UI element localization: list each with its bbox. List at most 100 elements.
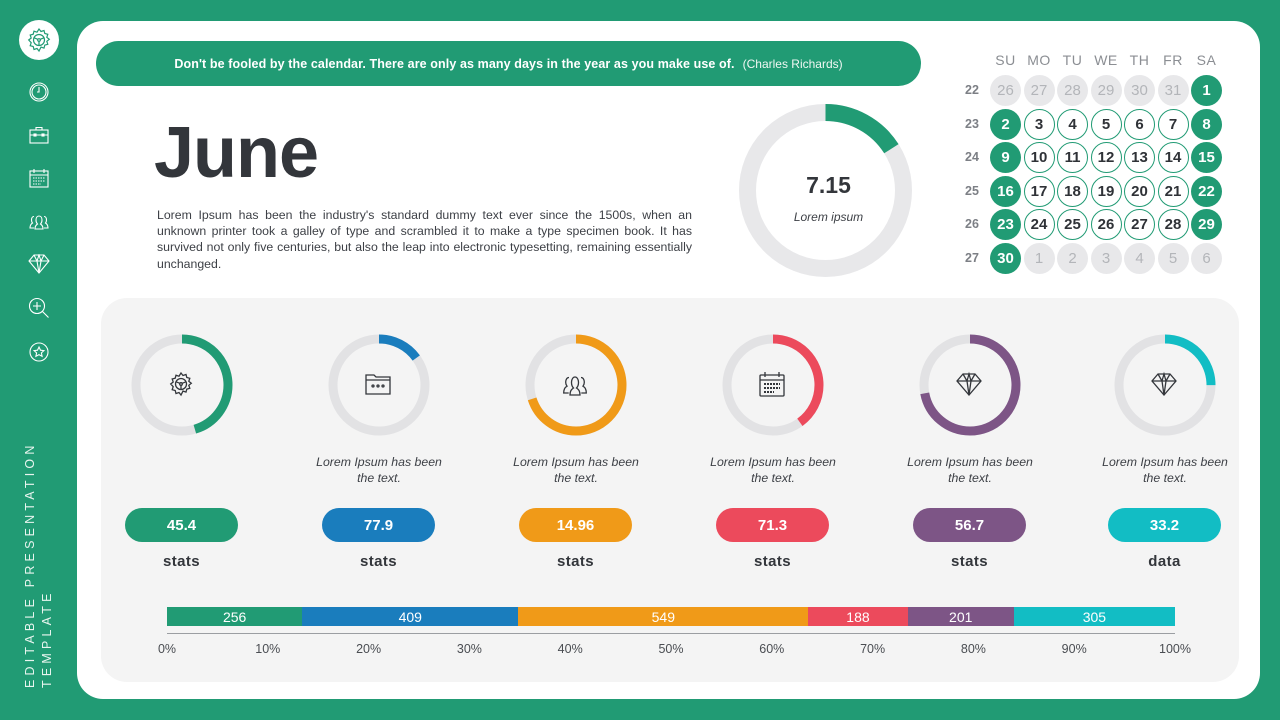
- calendar-week-number: 26: [965, 217, 979, 231]
- calendar-day[interactable]: 15: [1191, 142, 1222, 173]
- calendar-day[interactable]: 5: [1157, 242, 1189, 274]
- calendar-day[interactable]: 14: [1157, 142, 1189, 173]
- calendar-day[interactable]: 9: [990, 142, 1021, 173]
- stat-label: stats: [162, 553, 201, 570]
- x-axis-tick-label: 50%: [658, 642, 684, 656]
- stat-donut-chart: [722, 334, 824, 436]
- calendar-day[interactable]: 11: [1057, 142, 1088, 173]
- calendar-week-number: 22: [965, 83, 979, 97]
- calendar-day[interactable]: 5: [1090, 108, 1122, 140]
- quote-text: Don't be fooled by the calendar. There a…: [174, 56, 735, 71]
- calendar-day[interactable]: 2: [1057, 242, 1088, 274]
- calendar-week-number: 23: [965, 116, 979, 131]
- stat-value-badge[interactable]: 33.2: [1108, 508, 1221, 542]
- big-donut-chart: [739, 104, 912, 277]
- users-icon: [563, 376, 587, 396]
- x-axis-tick-label: 0%: [157, 642, 177, 656]
- x-axis-tick-label: 10%: [255, 642, 281, 656]
- quote-author: (Charles Richards): [742, 56, 843, 71]
- calendar-day[interactable]: 30: [1124, 75, 1155, 106]
- sidebar-item-diamond[interactable]: [27, 252, 51, 276]
- stat-value-badge[interactable]: 71.3: [716, 508, 829, 542]
- calendar-day[interactable]: 27: [1124, 209, 1155, 240]
- calendar-day[interactable]: 4: [1057, 108, 1088, 140]
- sidebar-item-users[interactable]: [27, 209, 51, 233]
- calendar-day[interactable]: 13: [1124, 142, 1155, 173]
- briefcase-icon: [29, 126, 49, 144]
- calendar-day[interactable]: 1: [1023, 242, 1055, 274]
- diamond-icon: [28, 254, 50, 274]
- calendar-day[interactable]: 12: [1090, 142, 1122, 173]
- calendar-day[interactable]: 26: [990, 75, 1021, 106]
- stat-value-badge[interactable]: 14.96: [519, 508, 632, 542]
- sidebar-item-briefcase[interactable]: [27, 123, 51, 147]
- stat-value-badge[interactable]: 77.9: [322, 508, 435, 542]
- calendar-day[interactable]: 20: [1124, 175, 1155, 207]
- stat-value-badge[interactable]: 56.7: [913, 508, 1026, 542]
- calendar-day[interactable]: 17: [1023, 175, 1055, 207]
- gear-steering-icon: [27, 27, 51, 53]
- calendar-day-header: MO: [1027, 52, 1051, 68]
- stat-donut-chart: [525, 334, 627, 436]
- calendar-day-header: TU: [1062, 52, 1083, 68]
- calendar-day[interactable]: 1: [1191, 75, 1222, 106]
- stat-label: stats: [753, 553, 792, 570]
- sidebar-item-star[interactable]: [27, 340, 51, 364]
- calendar-day[interactable]: 6: [1124, 108, 1155, 140]
- stacked-bar-chart: 256 409 549 188 201 305: [167, 607, 1175, 626]
- caption-line-1: EDITABLE PRESENTATION: [23, 441, 37, 688]
- calendar-day[interactable]: 31: [1157, 75, 1189, 106]
- calendar-day[interactable]: 24: [1023, 209, 1055, 240]
- calendar-day[interactable]: 23: [990, 209, 1021, 240]
- calendar-day[interactable]: 29: [1191, 209, 1222, 240]
- stat-label: stats: [950, 553, 989, 570]
- calendar-day[interactable]: 7: [1157, 108, 1189, 140]
- calendar-icon: [759, 372, 785, 397]
- users-icon: [29, 215, 49, 230]
- donut-arc: [739, 104, 912, 277]
- calendar-day[interactable]: 27: [1023, 75, 1055, 106]
- sidebar-item-clock[interactable]: [27, 80, 51, 104]
- stat-description: Lorem Ipsum has been the text.: [513, 455, 639, 485]
- calendar-day[interactable]: 4: [1124, 242, 1155, 274]
- calendar-day[interactable]: 30: [990, 242, 1021, 274]
- calendar-day[interactable]: 8: [1191, 108, 1222, 140]
- calendar-day[interactable]: 26: [1090, 209, 1122, 240]
- bar-segment: 549: [518, 607, 809, 626]
- stat-donut-chart: [1114, 334, 1216, 436]
- stat-value-badge[interactable]: 45.4: [125, 508, 238, 542]
- bar-segment: 305: [1013, 607, 1175, 626]
- calendar-week-number: 27: [965, 250, 979, 265]
- calendar-day[interactable]: 18: [1057, 175, 1088, 207]
- bar-segment: 256: [167, 607, 303, 626]
- calendar-day-header: TH: [1129, 52, 1150, 68]
- stat-description: Lorem Ipsum has been the text.: [907, 455, 1033, 485]
- bar-segment: 201: [907, 607, 1014, 626]
- stat-label: stats: [359, 553, 398, 570]
- calendar-day[interactable]: 10: [1023, 142, 1055, 173]
- big-donut-value: 7.15: [806, 172, 851, 198]
- calendar-day[interactable]: 21: [1157, 175, 1189, 207]
- vertical-caption: EDITABLE PRESENTATION TEMPLATE: [22, 441, 56, 688]
- diamond-icon: [956, 371, 982, 396]
- calendar-day[interactable]: 6: [1191, 242, 1222, 274]
- calendar-day[interactable]: 28: [1057, 75, 1088, 106]
- calendar-day[interactable]: 2: [990, 108, 1021, 140]
- calendar-week-number: 25: [965, 183, 979, 198]
- calendar-day[interactable]: 29: [1090, 75, 1122, 106]
- sidebar-item-calendar[interactable]: [27, 166, 51, 190]
- calendar-day[interactable]: 22: [1191, 175, 1222, 207]
- calendar-day[interactable]: 16: [990, 175, 1021, 207]
- calendar-day[interactable]: 3: [1090, 242, 1122, 274]
- x-axis-tick-label: 30%: [456, 642, 482, 656]
- calendar-day[interactable]: 25: [1057, 209, 1088, 240]
- stat-label: data: [1148, 553, 1181, 570]
- calendar-day[interactable]: 3: [1023, 108, 1055, 140]
- calendar-week-number: 24: [965, 150, 979, 164]
- logo[interactable]: [19, 20, 59, 60]
- star-icon: [29, 342, 49, 362]
- calendar-day[interactable]: 28: [1157, 209, 1189, 240]
- clock-icon: [29, 82, 49, 102]
- calendar-day[interactable]: 19: [1090, 175, 1122, 207]
- sidebar-item-zoom[interactable]: [27, 296, 51, 320]
